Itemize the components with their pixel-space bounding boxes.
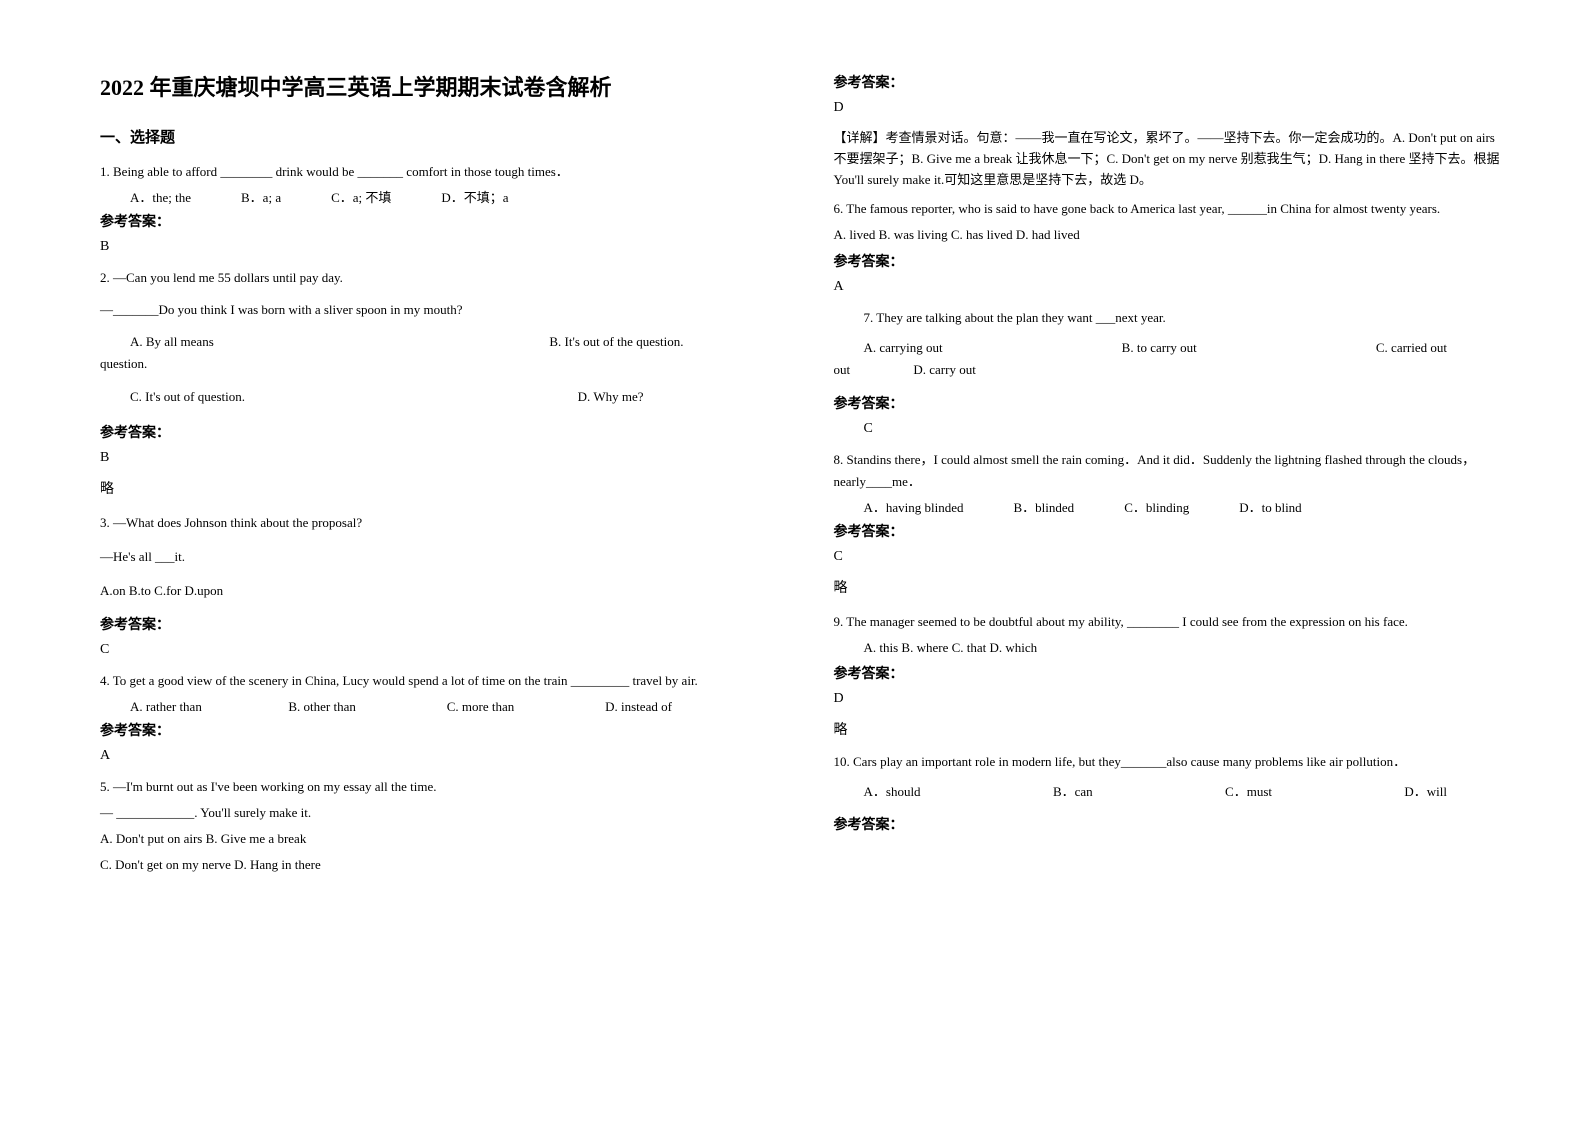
q7-opts-d: out D. carry out [834, 359, 1508, 381]
question-5: 5. —I'm burnt out as I've been working o… [100, 776, 764, 876]
q4-answer: A [100, 748, 764, 764]
q7-opt-c: C. carried out [1376, 337, 1507, 359]
q2-line2: —_______Do you think I was born with a s… [100, 299, 764, 321]
q1-opt-b: B．a; a [241, 187, 281, 209]
q4-options: A. rather than B. other than C. more tha… [100, 696, 764, 718]
q1-answer: B [100, 239, 764, 255]
q1-text: 1. Being able to afford ________ drink w… [100, 161, 764, 183]
q10-opt-d: D．will [1404, 781, 1447, 803]
q7-answer: C [834, 421, 1508, 437]
q2-line1: 2. —Can you lend me 55 dollars until pay… [100, 267, 764, 289]
q1-options: A．the; the B．a; a C．a; 不填 D．不填；a [100, 187, 764, 209]
q1-opt-d: D．不填；a [441, 187, 508, 209]
right-column: 参考答案： D 【详解】考查情景对话。句意：——我一直在写论文，累坏了。——坚持… [824, 70, 1548, 1082]
q7-opt-b: B. to carry out [1122, 337, 1197, 359]
q6-text: 6. The famous reporter, who is said to h… [834, 198, 1508, 220]
q9-text: 9. The manager seemed to be doubtful abo… [834, 611, 1508, 633]
section-1-header: 一、选择题 [100, 126, 764, 147]
q1-opt-c: C．a; 不填 [331, 187, 391, 209]
q3-answer-label: 参考答案： [100, 614, 764, 634]
q9-options: A. this B. where C. that D. which [834, 637, 1508, 659]
q2-opt-a: A. By all means [130, 331, 214, 353]
q6-options: A. lived B. was living C. has lived D. h… [834, 224, 1508, 246]
question-10: 10. Cars play an important role in moder… [834, 751, 1508, 833]
q10-opt-b: B．can [1053, 781, 1093, 803]
q3-answer: C [100, 642, 764, 658]
q8-opt-a: A．having blinded [864, 497, 964, 519]
q4-answer-label: 参考答案： [100, 720, 764, 740]
left-column: 2022 年重庆塘坝中学高三英语上学期期末试卷含解析 一、选择题 1. Bein… [100, 70, 824, 1082]
q10-opt-a: A．should [864, 781, 921, 803]
q7-opt-a: A. carrying out [864, 337, 943, 359]
q2-opts-cd: C. It's out of question. D. Why me? [100, 386, 764, 408]
q4-opt-c: C. more than [447, 696, 605, 718]
q8-opt-d: D．to blind [1239, 497, 1301, 519]
q3-line2: —He's all ___it. [100, 546, 764, 568]
q5-explain: 【详解】考查情景对话。句意：——我一直在写论文，累坏了。——坚持下去。你一定会成… [834, 128, 1508, 190]
q8-options: A．having blinded B．blinded C．blinding D．… [834, 497, 1508, 519]
q4-opt-a: A. rather than [130, 696, 288, 718]
q8-answer: C [834, 549, 1508, 565]
q10-text: 10. Cars play an important role in moder… [834, 751, 1508, 773]
q7-out: out [834, 362, 851, 377]
q8-opt-c: C．blinding [1124, 497, 1189, 519]
q7-answer-label: 参考答案： [834, 393, 1508, 413]
q2-answer-label: 参考答案： [100, 422, 764, 442]
question-8: 8. Standins there，I could almost smell t… [834, 449, 1508, 597]
q4-opt-d: D. instead of [605, 696, 763, 718]
q5-line1: 5. —I'm burnt out as I've been working o… [100, 776, 764, 798]
q5-opts-cd: C. Don't get on my nerve D. Hang in ther… [100, 854, 764, 876]
q3-options: A.on B.to C.for D.upon [100, 580, 764, 602]
question-7: 7. They are talking about the plan they … [834, 307, 1508, 437]
question-1: 1. Being able to afford ________ drink w… [100, 161, 764, 255]
q9-answer-label: 参考答案： [834, 663, 1508, 683]
q2-opt-c: C. It's out of question. [130, 386, 245, 408]
q2-omit: 略 [100, 478, 764, 498]
q10-opt-c: C．must [1225, 781, 1272, 803]
q8-answer-label: 参考答案： [834, 521, 1508, 541]
q10-options: A．should B．can C．must D．will [834, 781, 1508, 803]
q4-opt-b: B. other than [288, 696, 446, 718]
q5-answer-label: 参考答案： [834, 72, 1508, 92]
q8-text: 8. Standins there，I could almost smell t… [834, 449, 1508, 493]
question-6: 6. The famous reporter, who is said to h… [834, 198, 1508, 294]
q7-opts-abc: A. carrying out B. to carry out C. carri… [834, 337, 1508, 359]
q4-text: 4. To get a good view of the scenery in … [100, 670, 764, 692]
q10-answer-label: 参考答案： [834, 814, 1508, 834]
question-3: 3. —What does Johnson think about the pr… [100, 512, 764, 658]
q2-opts-ab: A. By all means B. It's out of the quest… [100, 331, 764, 353]
q1-answer-label: 参考答案： [100, 211, 764, 231]
question-4: 4. To get a good view of the scenery in … [100, 670, 764, 764]
q9-omit: 略 [834, 719, 1508, 739]
q3-line1: 3. —What does Johnson think about the pr… [100, 512, 764, 534]
q7-opt-d: D. carry out [913, 362, 975, 377]
q2-answer: B [100, 450, 764, 466]
question-2: 2. —Can you lend me 55 dollars until pay… [100, 267, 764, 497]
q9-answer: D [834, 691, 1508, 707]
q7-text: 7. They are talking about the plan they … [834, 307, 1508, 329]
q2-opt-d: D. Why me? [578, 386, 764, 408]
q8-opt-b: B．blinded [1014, 497, 1075, 519]
q6-answer-label: 参考答案： [834, 251, 1508, 271]
q1-opt-a: A．the; the [130, 187, 191, 209]
exam-title: 2022 年重庆塘坝中学高三英语上学期期末试卷含解析 [100, 70, 764, 102]
q6-answer: A [834, 279, 1508, 295]
q8-omit: 略 [834, 577, 1508, 597]
question-9: 9. The manager seemed to be doubtful abo… [834, 611, 1508, 739]
q5-opts-ab: A. Don't put on airs B. Give me a break [100, 828, 764, 850]
q2-opt-b: B. It's out of the question. [549, 331, 763, 353]
q2-question-cont: question. [100, 353, 764, 375]
q5-line2: — ____________. You'll surely make it. [100, 802, 764, 824]
q5-answer: D [834, 100, 1508, 116]
